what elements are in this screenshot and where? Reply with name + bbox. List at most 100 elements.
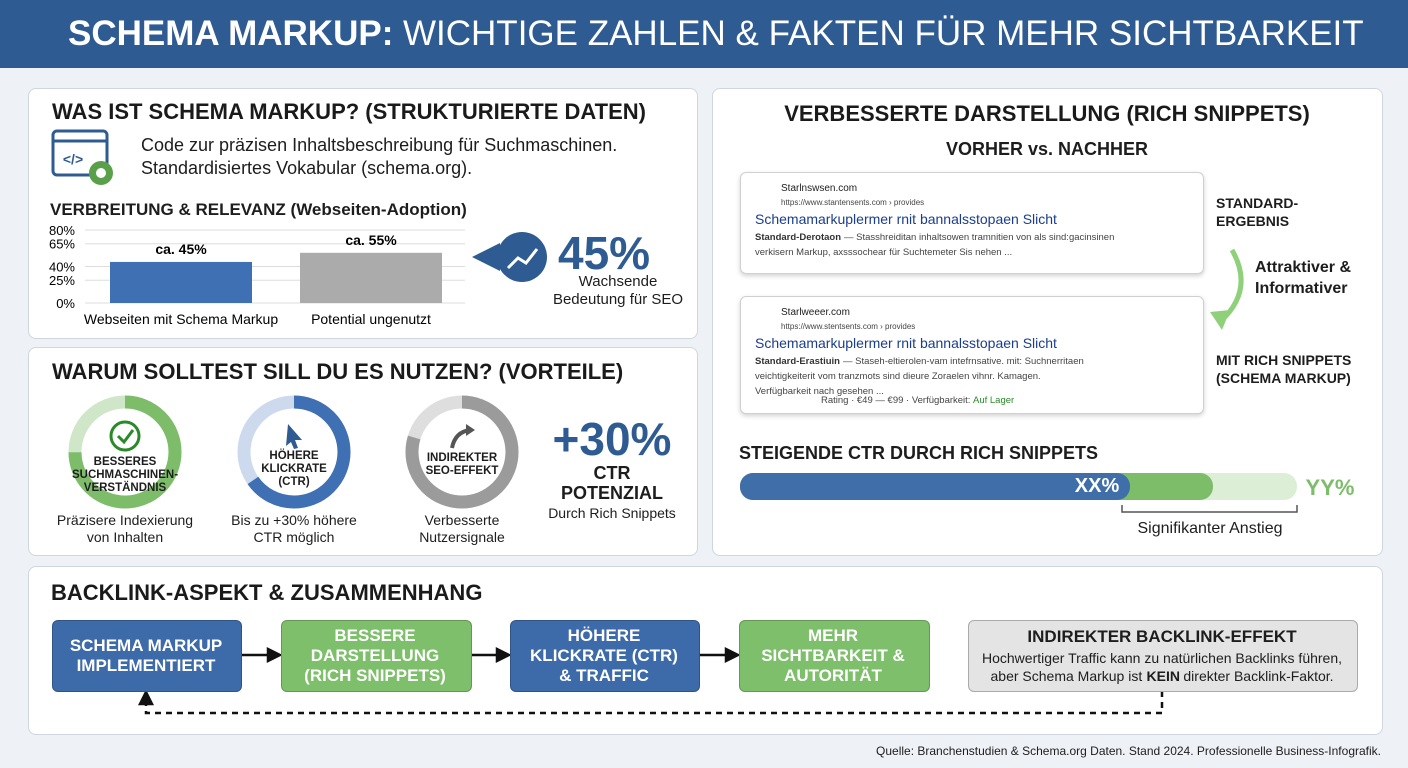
backlink-text: aber Schema Markup ist bbox=[990, 668, 1147, 684]
stat-caption: Wachsende bbox=[578, 273, 658, 290]
adoption-chart: 0% 25%40% 65%80% ca. 45% Webseiten mit Schem… bbox=[49, 223, 465, 327]
site-url: https://www.stantensents.com › provides bbox=[781, 198, 925, 207]
y-tick-label: 0% bbox=[56, 296, 75, 311]
benefit-label: KLICKRATE bbox=[261, 463, 327, 475]
description: Standardisiertes Vokabular (schema.org). bbox=[141, 158, 473, 178]
benefit-label: VERSTÄNDNIS bbox=[83, 482, 167, 494]
growth-icon bbox=[472, 232, 547, 282]
snippet-before bbox=[740, 172, 1204, 274]
snippet-text: Verfügbarkeit nach gesehen ... bbox=[755, 386, 884, 397]
snippet-label: Informativer bbox=[1255, 280, 1348, 297]
snippet-bold: Standard-Derotaon bbox=[755, 232, 842, 243]
snippet-label: STANDARD- bbox=[1216, 195, 1299, 211]
step-label: DARSTELLUNG bbox=[310, 646, 440, 665]
step-label: & TRAFFIC bbox=[559, 666, 649, 685]
step-label: BESSERE bbox=[334, 626, 416, 645]
flow-connectors bbox=[137, 646, 1164, 715]
step-label: KLICKRATE (CTR) bbox=[530, 646, 678, 665]
snippet-text: veichtigkeiterit vom tranzmots sind dieu… bbox=[755, 371, 1041, 382]
site-name: Starlnswsen.com bbox=[781, 183, 858, 194]
benefit-caption: Präzisere Indexierung bbox=[56, 512, 194, 528]
benefit-label: SUCHMASCHINEN- bbox=[71, 469, 179, 481]
panel-benefits bbox=[28, 347, 698, 556]
stat-value: +30% bbox=[552, 413, 672, 465]
step-label: AUTORITÄT bbox=[784, 666, 882, 685]
snippet-text: — Stasshreiditan inhaltsowen tramnitien … bbox=[844, 232, 1115, 243]
ctr-label: YY% bbox=[1305, 475, 1355, 500]
stat-caption: Bedeutung für SEO bbox=[552, 291, 684, 308]
benefit-label: HÖHERE bbox=[269, 450, 319, 462]
header-title: WICHTIGE ZAHLEN & FAKTEN FÜR MEHR SICHTB… bbox=[403, 14, 1364, 53]
benefit-caption: Bis zu +30% höhere bbox=[231, 512, 357, 528]
snippet-after bbox=[740, 296, 1204, 414]
backlink-text: KEIN bbox=[1146, 668, 1180, 684]
code-icon: </> bbox=[51, 129, 113, 185]
step-label: HÖHERE bbox=[567, 626, 641, 645]
section-title: WARUM SOLLTEST SILL DU ES NUTZEN? (VORTE… bbox=[52, 359, 624, 384]
donut-icons bbox=[68, 395, 519, 509]
svg-text:</>: </> bbox=[63, 151, 83, 167]
x-tick-label: Potential ungenutzt bbox=[311, 311, 431, 327]
benefit-label: BESSERES bbox=[93, 456, 157, 468]
stat-caption: Durch Rich Snippets bbox=[548, 505, 676, 521]
benefit-label: (CTR) bbox=[278, 476, 310, 488]
header-bar bbox=[0, 0, 1408, 68]
benefit-label: SEO-EFFEKT bbox=[425, 465, 499, 477]
y-tick-label: 80% bbox=[49, 223, 75, 238]
value-label: ca. 55% bbox=[345, 232, 397, 248]
snippet-label: ERGEBNIS bbox=[1216, 213, 1290, 229]
section-title: STEIGENDE CTR DURCH RICH SNIPPETS bbox=[739, 443, 1099, 463]
backlink-box-title: INDIREKTER BACKLINK-EFFEKT bbox=[1027, 627, 1297, 646]
step-label: (RICH SNIPPETS) bbox=[304, 666, 446, 685]
site-name: Starlweeer.com bbox=[781, 307, 850, 318]
rating: Rating · €49 — €99 · Verfügbarkeit: bbox=[821, 395, 971, 406]
backlink-box bbox=[968, 620, 1358, 692]
snippet-headline: Schemamarkuplermer rnit bannalsstopaen S… bbox=[755, 335, 1057, 351]
ctr-label: XX% bbox=[1074, 475, 1120, 497]
section-title: WAS IST SCHEMA MARKUP? (STRUKTURIERTE DA… bbox=[52, 99, 646, 124]
step-label: SCHEMA MARKUP bbox=[69, 636, 223, 655]
snippet-label: (SCHEMA MARKUP) bbox=[1216, 370, 1351, 386]
snippet-label: MIT RICH SNIPPETS bbox=[1216, 352, 1352, 368]
benefit-caption: Nutzersignale bbox=[419, 529, 505, 545]
y-tick-label: 25% bbox=[49, 273, 75, 288]
stat-value: 45% bbox=[558, 227, 651, 279]
y-tick-label: 65% bbox=[49, 237, 75, 252]
bar bbox=[300, 252, 442, 303]
step-box bbox=[739, 620, 930, 692]
ctr-note: Signifikanter Anstieg bbox=[1137, 520, 1283, 537]
section-subtitle: VORHER vs. NACHHER bbox=[945, 139, 1149, 159]
step-label: MEHR bbox=[807, 626, 859, 645]
snippet-text: — Staseh-eltierolen-vam intefrnsative. m… bbox=[843, 356, 1084, 367]
step-label: SICHTBARKEIT & bbox=[761, 646, 905, 665]
stock: Auf Lager bbox=[973, 395, 1015, 406]
step-box bbox=[281, 620, 472, 692]
description: Code zur präzisen Inhaltsbeschreibung fü… bbox=[141, 135, 618, 155]
stat-label: CTR bbox=[593, 463, 631, 483]
benefit-caption: CTR möglich bbox=[253, 529, 335, 545]
footer-source: Quelle: Branchenstudien & Schema.org Dat… bbox=[876, 744, 1381, 758]
ctr-bar bbox=[740, 473, 1298, 513]
header-title: SCHEMA MARKUP: bbox=[68, 14, 394, 53]
section-title: VERBESSERTE DARSTELLUNG (RICH SNIPPETS) bbox=[784, 101, 1310, 126]
step-label: IMPLEMENTIERT bbox=[76, 656, 216, 675]
section-title: BACKLINK-ASPEKT & ZUSAMMENHANG bbox=[51, 580, 483, 605]
chart-title: VERBREITUNG & RELEVANZ (Webseiten-Adopti… bbox=[50, 200, 467, 219]
step-box bbox=[510, 620, 700, 692]
benefit-caption: von Inhalten bbox=[86, 529, 164, 545]
bar bbox=[110, 261, 252, 303]
site-url: https://www.stentsents.com › provides bbox=[781, 322, 916, 331]
x-tick-label: Webseiten mit Schema Markup bbox=[84, 311, 278, 327]
snippet-label: Attraktiver & bbox=[1255, 259, 1352, 276]
stat-label: POTENZIAL bbox=[561, 483, 663, 503]
benefit-label: INDIREKTER bbox=[426, 452, 498, 464]
backlink-text: Hochwertiger Traffic kann zu natürlichen… bbox=[981, 650, 1343, 666]
benefit-caption: Verbesserte bbox=[424, 512, 500, 528]
backlink-text: direkter Backlink-Faktor. bbox=[1179, 668, 1334, 684]
step-box bbox=[52, 620, 242, 692]
flow-arrow bbox=[1210, 248, 1244, 330]
value-label: ca. 45% bbox=[155, 241, 207, 257]
snippet-headline: Schemamarkuplermer rnit bannalsstopaen S… bbox=[755, 211, 1057, 227]
snippet-text: verkisern Markup, axsssochear für Suchte… bbox=[755, 247, 1013, 258]
